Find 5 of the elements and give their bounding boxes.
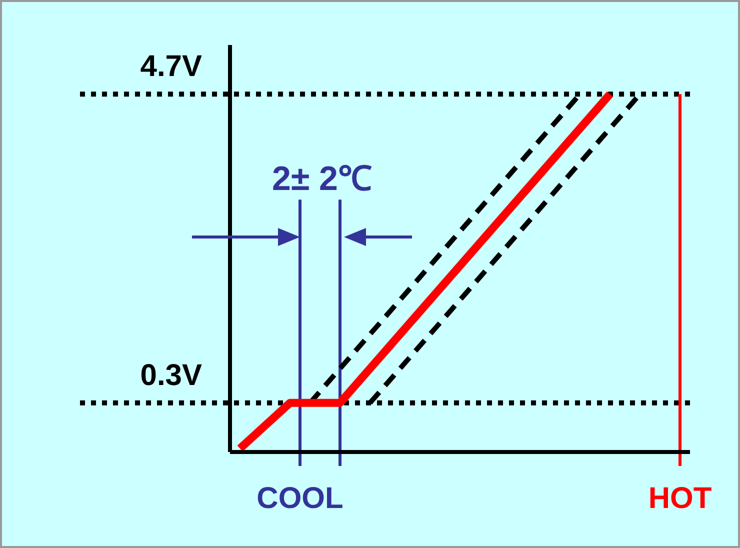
- y-tick-label: 4.7V: [140, 50, 202, 84]
- annotation: 2± 2℃: [272, 160, 372, 198]
- x-tick-label: COOL: [256, 482, 344, 515]
- y-tick-label: 0.3V: [140, 358, 202, 392]
- x-tick-label: HOT: [648, 482, 712, 515]
